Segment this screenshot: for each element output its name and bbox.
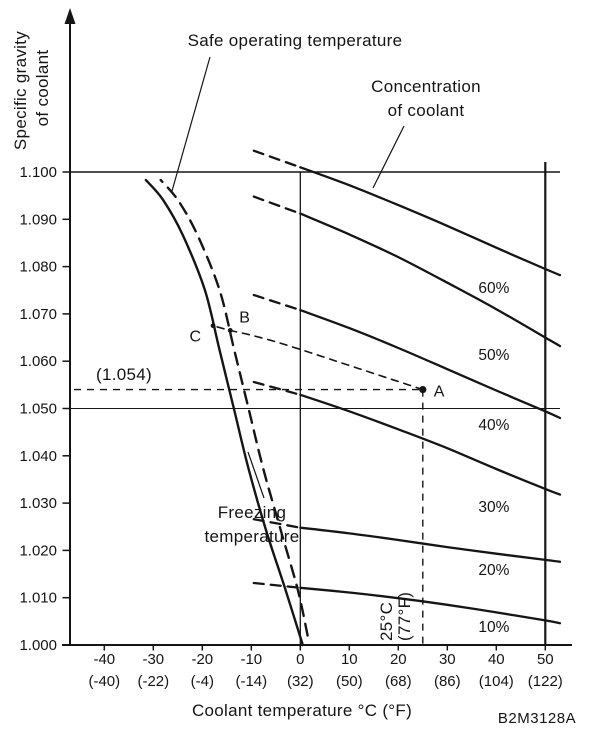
series-label-60pct: 60% (478, 280, 509, 297)
freezing-temperature-label-line1: Freezing (218, 503, 287, 522)
curve-30pct (299, 393, 562, 496)
y-tick-label: 1.000 (19, 637, 57, 654)
safe-operating-temperature-label: Safe operating temperature (188, 31, 403, 50)
curve-30pct-dashed-extension (252, 380, 302, 396)
x-tick-label-f: (104) (479, 673, 514, 690)
temp-25c-label-line2: (77°F) (395, 592, 414, 641)
y-axis-title: Specific gravity of coolant (11, 26, 52, 150)
safe-operating-temperature-curve (159, 178, 309, 637)
curve-50pct-dashed-extension (252, 195, 302, 215)
sg-1054-callout-label: (1.054) (96, 365, 152, 384)
y-axis-arrow-icon (64, 8, 76, 24)
concentration-label-line1: Concentration (371, 77, 481, 96)
x-tick-label-f: (122) (528, 673, 563, 690)
freezing-label-leader-line (247, 451, 265, 499)
curve-50pct (299, 212, 562, 348)
x-tick-label-c: -20 (191, 651, 213, 668)
y-tick-label: 1.050 (19, 401, 57, 418)
chart-generated-layer: 1.100 1.090 1.080 1.070 1.060 1.050 1.040 1.030… (19, 8, 572, 690)
concentration-label-leader-line (372, 125, 405, 189)
curve-10pct-dashed-extension (252, 581, 302, 589)
x-tick-label-c: 10 (341, 651, 358, 668)
x-axis-title: Coolant temperature °C (°F) (192, 701, 412, 720)
series-label-10pct: 10% (478, 619, 509, 636)
x-tick-label-f: (-40) (88, 673, 120, 690)
y-tick-label: 1.100 (19, 164, 57, 181)
x-tick-label-c: -30 (142, 651, 164, 668)
y-tick-label: 1.060 (19, 353, 57, 370)
curve-60pct-dashed-extension (252, 149, 302, 169)
x-tick-label-c: 40 (488, 651, 505, 668)
x-tick-label-c: -10 (240, 651, 262, 668)
curve-40pct (299, 308, 562, 420)
series-label-40pct: 40% (478, 417, 509, 434)
x-tick-label-f: (86) (434, 673, 461, 690)
x-tick-label-f: (-4) (191, 673, 214, 690)
y-tick-label: 1.010 (19, 590, 57, 607)
x-tick-label-c: 30 (439, 651, 456, 668)
freezing-temperature-curve (144, 178, 304, 647)
y-tick-label: 1.030 (19, 495, 57, 512)
point-b-label: B (239, 309, 250, 326)
y-tick-label: 1.020 (19, 542, 57, 559)
x-tick-label-f: (-14) (235, 673, 267, 690)
y-axis-title-line2: of coolant (33, 50, 52, 127)
point-a-dot (419, 385, 427, 394)
concentration-label-line2: of coolant (388, 101, 465, 120)
temp-25c-callout-label: 25°C (77°F) (377, 592, 414, 641)
x-tick-label-f: (-22) (137, 673, 169, 690)
curve-20pct-dashed-extension (252, 518, 302, 529)
temp-25c-label-line1: 25°C (377, 602, 396, 641)
y-tick-label: 1.080 (19, 259, 57, 276)
point-b-dot (227, 328, 233, 333)
x-tick-label-f: (32) (287, 673, 314, 690)
point-c-label: C (190, 329, 202, 346)
point-a-label: A (434, 384, 445, 401)
curve-20pct (299, 526, 562, 563)
y-tick-label: 1.070 (19, 306, 57, 323)
curve-60pct (299, 166, 562, 277)
guide-diagonal-concentration (212, 324, 424, 391)
figure-code: B2M3128A (498, 710, 576, 727)
x-tick-label-c: 0 (296, 651, 304, 668)
x-tick-label-c: 20 (390, 651, 407, 668)
x-tick-label-f: (68) (385, 673, 412, 690)
series-label-50pct: 50% (478, 347, 509, 364)
y-tick-label: 1.040 (19, 448, 57, 465)
curve-40pct-dashed-extension (252, 293, 302, 312)
safe-label-leader-line (171, 56, 211, 192)
freezing-temperature-label-line2: temperature (205, 527, 300, 546)
x-tick-label-c: -40 (93, 651, 115, 668)
y-tick-label: 1.090 (19, 211, 57, 228)
series-label-20pct: 20% (478, 562, 509, 579)
x-tick-label-c: 50 (537, 651, 554, 668)
y-axis-title-line1: Specific gravity (11, 31, 30, 150)
point-c-dot (210, 323, 216, 329)
series-label-30pct: 30% (478, 499, 509, 516)
x-tick-label-f: (50) (336, 673, 363, 690)
curve-10pct (299, 586, 562, 625)
